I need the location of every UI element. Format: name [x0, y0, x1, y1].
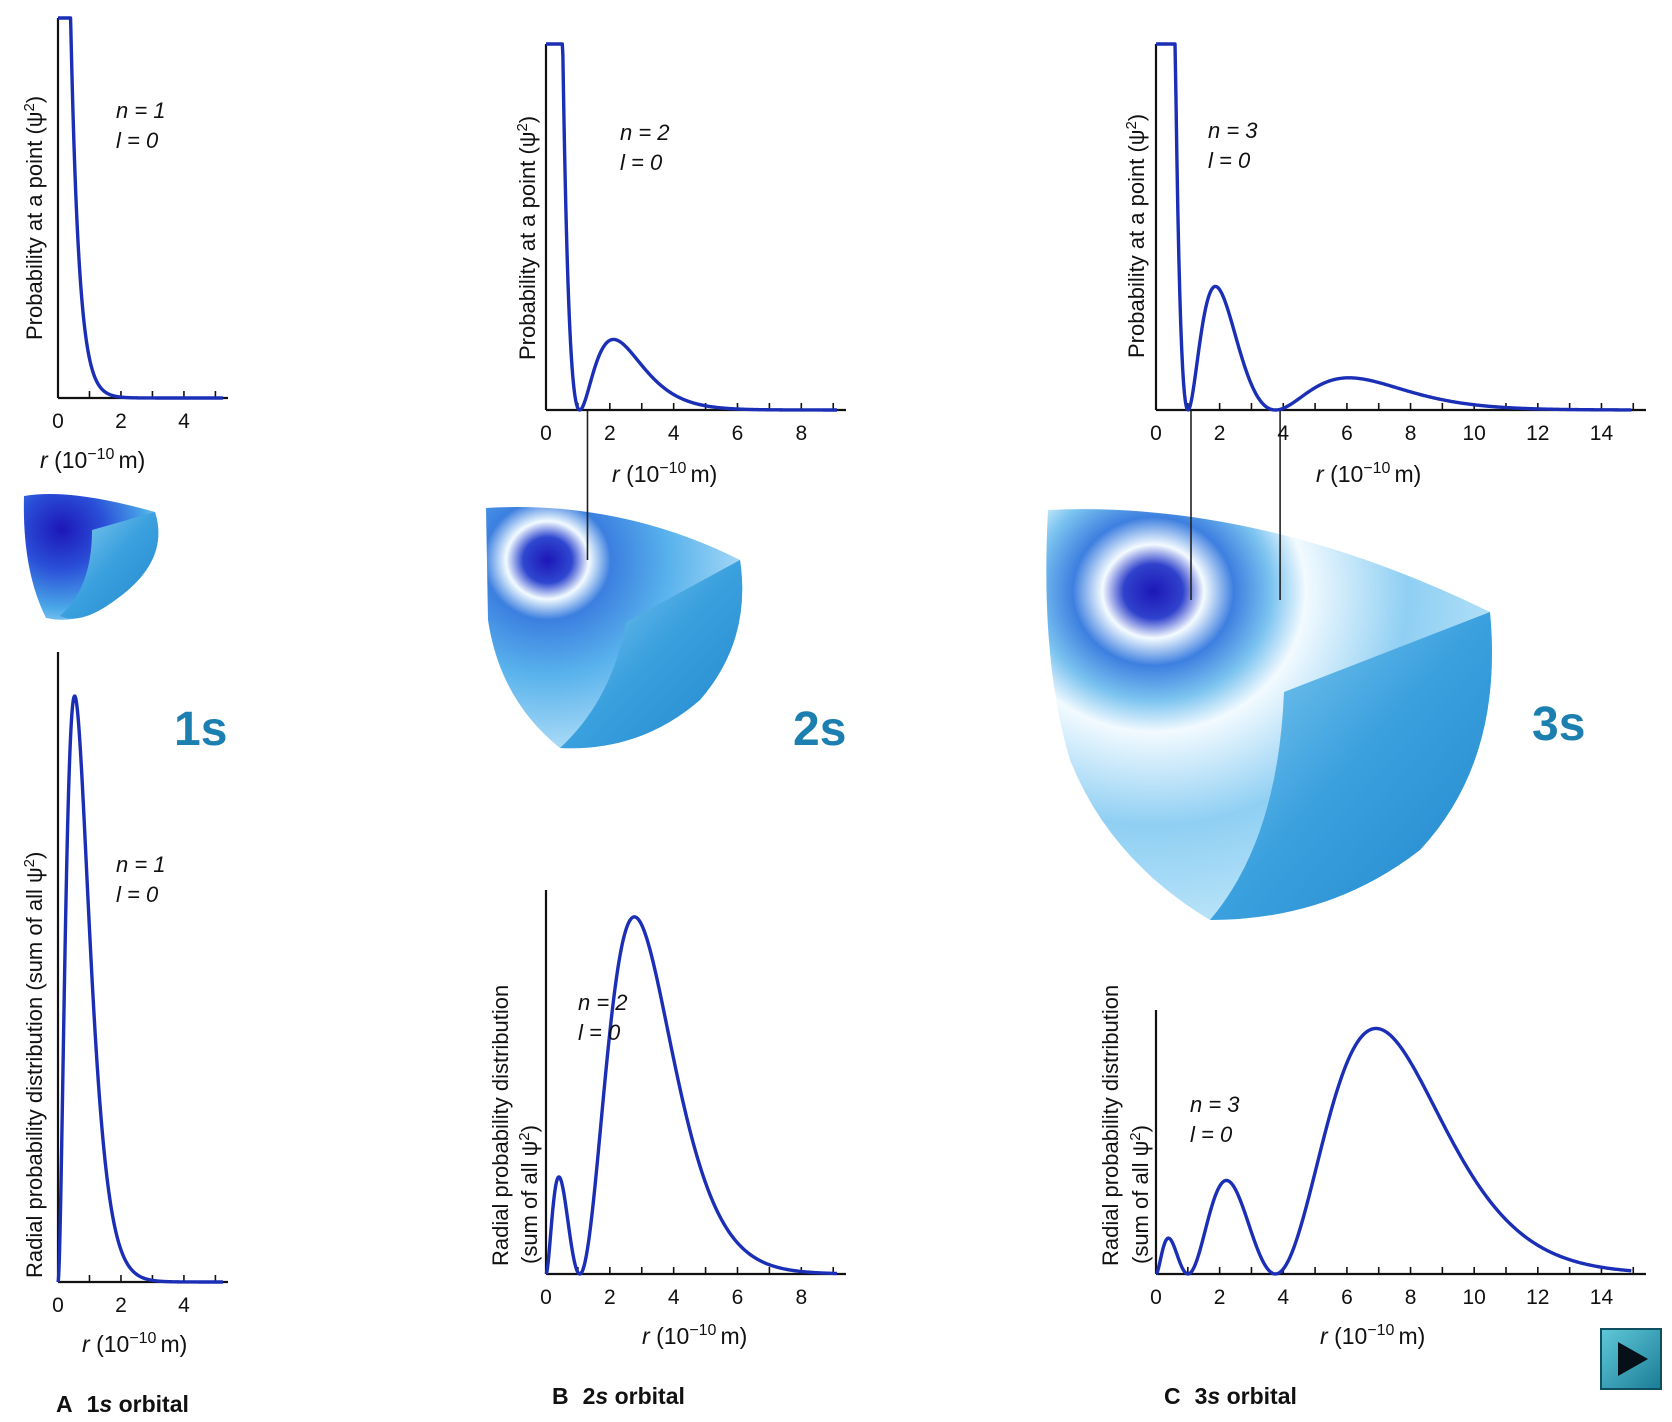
x-tick-label: 0	[52, 1294, 64, 1317]
orbital-1s-illustration	[23, 494, 159, 620]
annotation-l-a-bottom: l = 0	[116, 882, 159, 907]
y-axis-label-c-bottom-2: (sum of all ψ2)	[1127, 1125, 1153, 1264]
x-tick-label: 0	[52, 410, 64, 433]
x-tick-label: 2	[1214, 1286, 1226, 1309]
x-tick-label: 12	[1526, 422, 1549, 445]
x-tick-label: 6	[732, 1286, 744, 1309]
orbital-3s-illustration	[1046, 509, 1492, 920]
x-tick-label: 2	[604, 1286, 616, 1309]
caption-b: B 2s orbital	[552, 1383, 685, 1409]
annotation-l-c-bottom: l = 0	[1190, 1122, 1233, 1147]
x-tick-label: 0	[1150, 422, 1162, 445]
x-tick-label: 8	[1405, 422, 1417, 445]
series-line	[56, 16, 225, 400]
y-axis-label-b-bottom-2: (sum of all ψ2)	[516, 1125, 542, 1264]
series-line	[544, 915, 839, 1276]
series-line	[1155, 42, 1633, 412]
x-tick-label: 2	[115, 1294, 127, 1317]
orbital-label-1s: 1s	[174, 703, 227, 756]
y-axis-label-a-bottom: Radial probability distribution (sum of …	[21, 852, 47, 1278]
x-tick-label: 8	[795, 1286, 807, 1309]
x-tick-label: 4	[1277, 422, 1289, 445]
x-tick-label: 4	[1277, 1286, 1289, 1309]
x-tick-label: 4	[178, 1294, 190, 1317]
orbital-2s-illustration	[486, 507, 743, 749]
orbital-label-2s: 2s	[793, 703, 846, 756]
panel-c-psi2: 0 2 4 6 8 10 12 14	[1150, 42, 1646, 445]
x-tick-label: 12	[1526, 1286, 1549, 1309]
annotation-n-b-top: n = 2	[620, 120, 670, 145]
node-guide-lines	[586, 410, 1281, 600]
x-tick-label: 4	[178, 410, 190, 433]
annotation-l-a-top: l = 0	[116, 128, 159, 153]
annotation-n-a-bottom: n = 1	[116, 852, 166, 877]
x-tick-label: 0	[540, 422, 552, 445]
x-axis-label-a-bottom: r (10−10 m)	[82, 1330, 187, 1357]
series-line	[1154, 1026, 1633, 1276]
x-axis-label-c-bottom: r (10−10 m)	[1320, 1322, 1425, 1349]
x-tick-label: 8	[795, 422, 807, 445]
series-line	[56, 694, 225, 1284]
series-line	[544, 42, 839, 412]
x-tick-label: 0	[540, 1286, 552, 1309]
panel-b-radial: 0 2 4 6 8	[540, 890, 846, 1309]
y-axis-label-b-bottom-1: Radial probability distribution	[488, 985, 513, 1266]
annotation-n-a-top: n = 1	[116, 98, 166, 123]
x-axis-label-b-bottom: r (10−10 m)	[642, 1322, 747, 1349]
annotation-l-c-top: l = 0	[1208, 148, 1251, 173]
caption-a: A 1s orbital	[56, 1391, 189, 1417]
x-tick-label: 8	[1405, 1286, 1417, 1309]
x-tick-label: 2	[115, 410, 127, 433]
play-button[interactable]	[1600, 1328, 1662, 1390]
orbital-label-3s: 3s	[1532, 698, 1585, 751]
x-tick-label: 2	[604, 422, 616, 445]
annotation-n-b-bottom: n = 2	[578, 990, 628, 1015]
x-tick-label: 6	[1341, 422, 1353, 445]
annotation-l-b-bottom: l = 0	[578, 1020, 621, 1045]
x-axis-label-b-top: r (10−10 m)	[612, 460, 717, 487]
annotation-n-c-top: n = 3	[1208, 118, 1258, 143]
x-tick-label: 6	[732, 422, 744, 445]
x-tick-label: 4	[668, 422, 680, 445]
x-tick-label: 0	[1150, 1286, 1162, 1309]
x-tick-label: 6	[1341, 1286, 1353, 1309]
y-axis-label-a-top: Probability at a point (ψ2)	[21, 96, 47, 340]
panel-a-radial: 0 2 4	[52, 652, 228, 1317]
y-axis-label-b-top: Probability at a point (ψ2)	[514, 116, 540, 360]
x-tick-label: 2	[1214, 422, 1226, 445]
x-tick-label: 4	[668, 1286, 680, 1309]
x-axis-label-a-top: r (10−10 m)	[40, 446, 145, 473]
panel-c-radial: 0 2 4 6 8 10 12 14	[1150, 1010, 1646, 1309]
y-axis-label-c-top: Probability at a point (ψ2)	[1123, 114, 1149, 358]
x-tick-label: 14	[1590, 1286, 1614, 1309]
x-tick-label: 14	[1590, 422, 1614, 445]
x-tick-label: 10	[1463, 422, 1486, 445]
y-axis-label-c-bottom-1: Radial probability distribution	[1098, 985, 1123, 1266]
panel-a-psi2: 0 2 4	[52, 16, 228, 433]
caption-c: C 3s orbital	[1164, 1383, 1297, 1409]
x-axis-label-c-top: r (10−10 m)	[1316, 460, 1421, 487]
play-icon	[1618, 1342, 1648, 1376]
annotation-n-c-bottom: n = 3	[1190, 1092, 1240, 1117]
x-tick-label: 10	[1463, 1286, 1486, 1309]
panel-b-psi2: 0 2 4 6 8	[540, 42, 846, 445]
annotation-l-b-top: l = 0	[620, 150, 663, 175]
